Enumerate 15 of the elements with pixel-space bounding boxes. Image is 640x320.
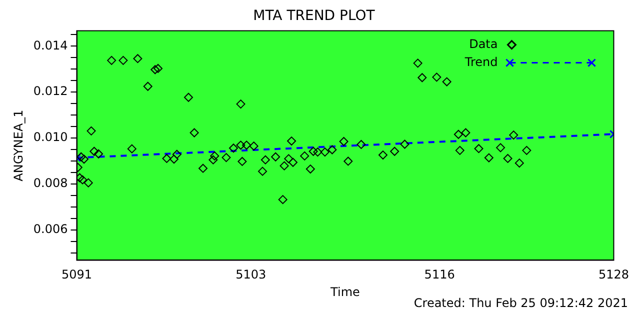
x-tick-label: 5103: [236, 268, 266, 282]
x-tick-label: 5128: [598, 268, 630, 282]
x-tick-label: 5091: [61, 268, 92, 282]
legend-label: Data: [469, 36, 498, 51]
x-tick-label: 5116: [424, 268, 455, 282]
text: Created: Thu Feb 25 09:12:42 2021: [414, 296, 628, 310]
chart-title: MTA TREND PLOT: [253, 8, 376, 24]
x-axis-title: Time: [330, 284, 360, 299]
y-axis-title: ANGYNEA_1: [11, 110, 26, 182]
y-tick-label: 0.012: [33, 84, 68, 98]
y-tick-label: 0.006: [33, 222, 68, 236]
y-tick-label: 0.008: [33, 176, 68, 190]
legend-label: Trend: [464, 54, 498, 69]
y-tick-label: 0.014: [33, 38, 68, 52]
y-tick-label: 0.010: [33, 130, 68, 144]
